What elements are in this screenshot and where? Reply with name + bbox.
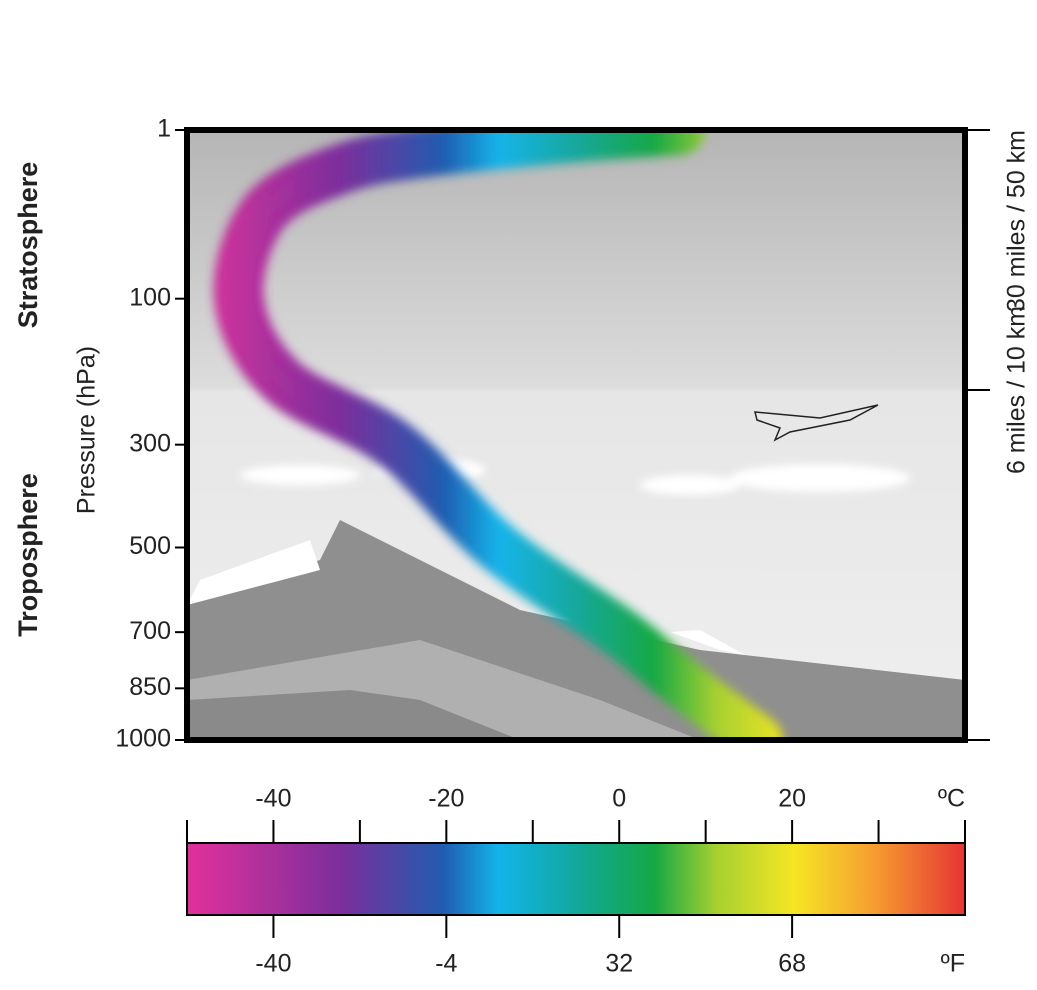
- x2-tick-label: -40: [255, 950, 291, 978]
- y-tick-label: 500: [129, 532, 171, 560]
- y-tick-label: 1000: [115, 725, 171, 753]
- x-tick-label: -20: [428, 785, 464, 813]
- altitude-label: 30 miles / 50 km: [1003, 130, 1031, 312]
- altitude-label: 6 miles / 10 km: [1003, 306, 1031, 474]
- y-tick-label: 300: [129, 429, 171, 457]
- unit-label: ºC: [938, 785, 965, 813]
- x2-tick-label: 68: [778, 950, 806, 978]
- layer-label: Troposphere: [13, 473, 43, 637]
- x-tick-label: 0: [612, 785, 626, 813]
- y-tick-label: 1: [157, 115, 171, 143]
- y-tick-label: 100: [129, 283, 171, 311]
- colorbar: [186, 842, 966, 916]
- plot-frame: [184, 127, 968, 743]
- x2-tick-label: 32: [605, 950, 633, 978]
- y-tick-label: 700: [129, 617, 171, 645]
- y-tick-label: 850: [129, 673, 171, 701]
- x-tick-label: -40: [255, 785, 291, 813]
- background: [187, 130, 965, 740]
- unit-label: ºF: [941, 950, 965, 978]
- layer-label: Stratosphere: [13, 162, 43, 329]
- y-axis-label: Pressure (hPa): [73, 346, 101, 514]
- temperature-profile: [213, 130, 783, 740]
- x2-tick-label: -4: [435, 950, 457, 978]
- x-tick-label: 20: [778, 785, 806, 813]
